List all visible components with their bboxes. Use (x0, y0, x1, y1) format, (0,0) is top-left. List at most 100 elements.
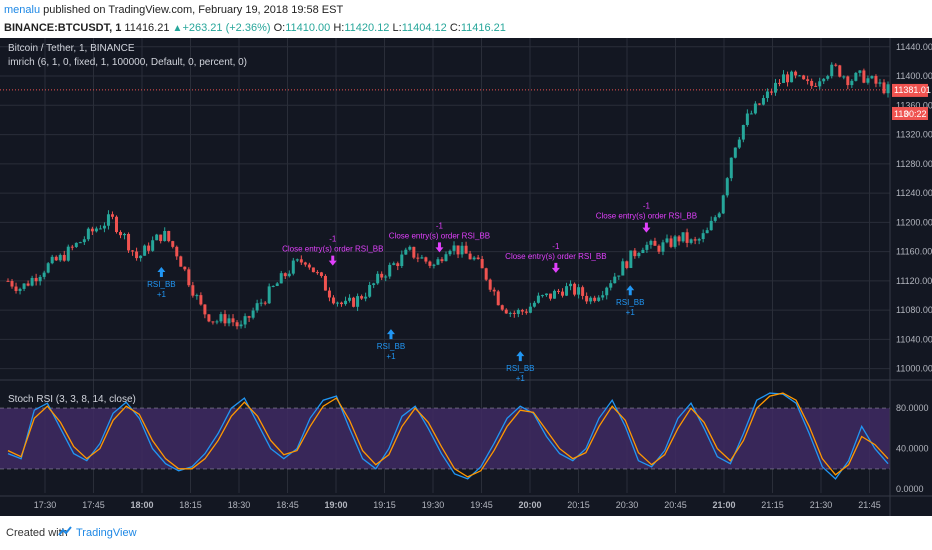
buy-signal-qty: +1 (386, 352, 396, 361)
candle-body (496, 291, 500, 306)
time-tick-label: 21:45 (858, 500, 881, 510)
sell-arrow-icon (328, 255, 337, 266)
sell-signal-qty: -1 (643, 202, 651, 211)
candle-body (689, 239, 693, 243)
candle-body (544, 293, 548, 296)
candle-body (372, 283, 376, 285)
candle-body (532, 302, 536, 307)
price-tick-label: 11320.00 (896, 130, 932, 140)
candle-body (315, 272, 319, 274)
candle-body (870, 76, 874, 79)
time-tick-label: 21:30 (810, 500, 833, 510)
candle-body (199, 295, 203, 305)
candle-body (854, 72, 858, 81)
price-tick-label: 11360.00 (896, 100, 932, 110)
low-value: 11404.12 (401, 22, 447, 34)
candle-body (364, 296, 368, 299)
candle-body (649, 240, 653, 245)
candle-body (472, 257, 476, 260)
candle-body (123, 233, 127, 236)
buy-signal-label: RSI_BB (377, 342, 405, 351)
time-tick-label: 19:15 (373, 500, 396, 510)
candle-body (251, 310, 255, 318)
sell-signal-label: Close entry(s) order RSI_BB (282, 245, 383, 254)
candle-body (259, 302, 263, 304)
candle-body (223, 314, 227, 324)
candle-body (585, 295, 589, 302)
candle-body (46, 263, 50, 273)
up-arrow-icon: ▲ (172, 23, 183, 34)
sell-arrow-icon (642, 222, 651, 233)
close-label: C: (449, 22, 461, 34)
candle-body (110, 214, 114, 217)
candle-body (693, 239, 697, 241)
candle-body (581, 287, 585, 296)
candle-body (769, 91, 773, 93)
candle-body (657, 245, 661, 252)
candle-body (629, 250, 633, 268)
candle-body (195, 295, 199, 297)
candle-body (191, 285, 195, 296)
author-link[interactable]: menalu (4, 4, 41, 16)
publish-info: published on TradingView.com, February 1… (40, 4, 344, 16)
candle-body (669, 238, 673, 247)
price-change: +263.21 (+2.36%) (182, 22, 271, 34)
candle-body (22, 283, 26, 289)
rsi-tick-label: 40.0000 (896, 444, 929, 454)
candle-body (412, 246, 416, 258)
chart-area[interactable]: RSI_BB +1 RSI_BB +1 RSI_BB +1 RSI_BB +1 Close en… (0, 38, 932, 516)
buy-arrow-icon (386, 329, 395, 340)
current-price-badge (892, 83, 928, 97)
candle-body (102, 225, 106, 229)
candle-body (119, 231, 123, 236)
candle-body (653, 240, 657, 246)
tradingview-brand[interactable]: TradingView (76, 527, 137, 539)
candle-body (528, 306, 532, 313)
candle-body (368, 284, 372, 297)
sell-signal-qty: -1 (329, 235, 337, 244)
candle-body (741, 125, 745, 140)
candle-body (645, 244, 649, 250)
sell-signal-qty: -1 (436, 221, 444, 230)
candle-body (697, 239, 701, 241)
candle-body (866, 78, 870, 83)
candle-body (179, 256, 183, 267)
candle-body (548, 293, 552, 299)
open-value: 11410.00 (285, 22, 331, 34)
candle-body (721, 195, 725, 214)
candle-body (263, 302, 267, 304)
rsi-lines (7, 392, 889, 480)
candle-body (520, 309, 524, 312)
candle-body (846, 76, 850, 86)
candle-body (235, 322, 239, 327)
candle-body (468, 253, 472, 260)
candle-body (850, 80, 854, 86)
candle-body (10, 281, 14, 287)
candle-body (211, 321, 215, 323)
candle-body (577, 287, 581, 295)
candle-body (729, 157, 733, 179)
candle-body (18, 288, 22, 291)
candle-body (352, 297, 356, 307)
candle-body (106, 214, 110, 226)
candle-body (376, 273, 380, 284)
candle-body (420, 257, 424, 259)
candle-body (295, 259, 299, 261)
buy-signal-label: RSI_BB (506, 364, 534, 373)
candle-body (127, 233, 131, 251)
candle-body (408, 246, 412, 250)
candle-body (416, 257, 420, 259)
time-tick-label: 19:30 (422, 500, 445, 510)
candle-body (460, 245, 464, 255)
footer: Created with TradingView (0, 516, 932, 550)
buy-arrow-icon (516, 351, 525, 362)
candle-body (709, 220, 713, 231)
time-tick-label: 18:15 (179, 500, 202, 510)
candle-body (605, 287, 609, 296)
candle-body (143, 245, 147, 256)
buy-arrow-icon (157, 266, 166, 277)
candle-body (826, 76, 830, 79)
candle-body (98, 228, 102, 230)
candle-body (247, 316, 251, 318)
